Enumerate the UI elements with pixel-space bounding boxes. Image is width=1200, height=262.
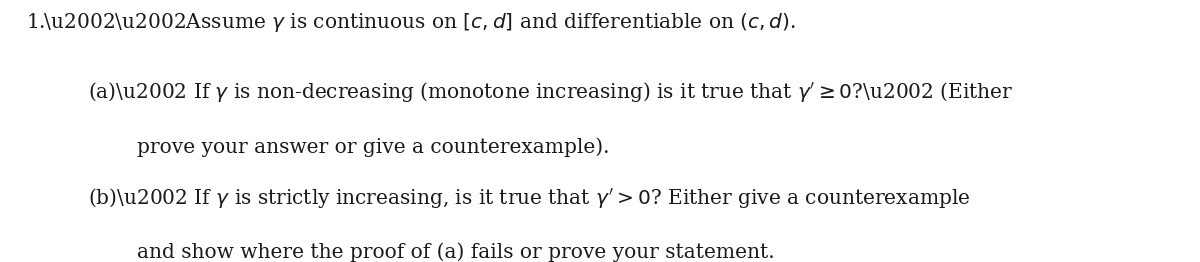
Text: (b)\u2002 If $\gamma$ is strictly increasing, is it true that $\gamma' > 0$? Eit: (b)\u2002 If $\gamma$ is strictly increa… <box>88 187 970 211</box>
Text: prove your answer or give a counterexample).: prove your answer or give a counterexamp… <box>137 138 610 157</box>
Text: (a)\u2002 If $\gamma$ is non-decreasing (monotone increasing) is it true that $\: (a)\u2002 If $\gamma$ is non-decreasing … <box>88 81 1013 105</box>
Text: and show where the proof of (a) fails or prove your statement.: and show where the proof of (a) fails or… <box>137 242 774 262</box>
Text: 1.\u2002\u2002Assume $\gamma$ is continuous on $[c, d]$ and differentiable on $(: 1.\u2002\u2002Assume $\gamma$ is continu… <box>26 11 797 34</box>
